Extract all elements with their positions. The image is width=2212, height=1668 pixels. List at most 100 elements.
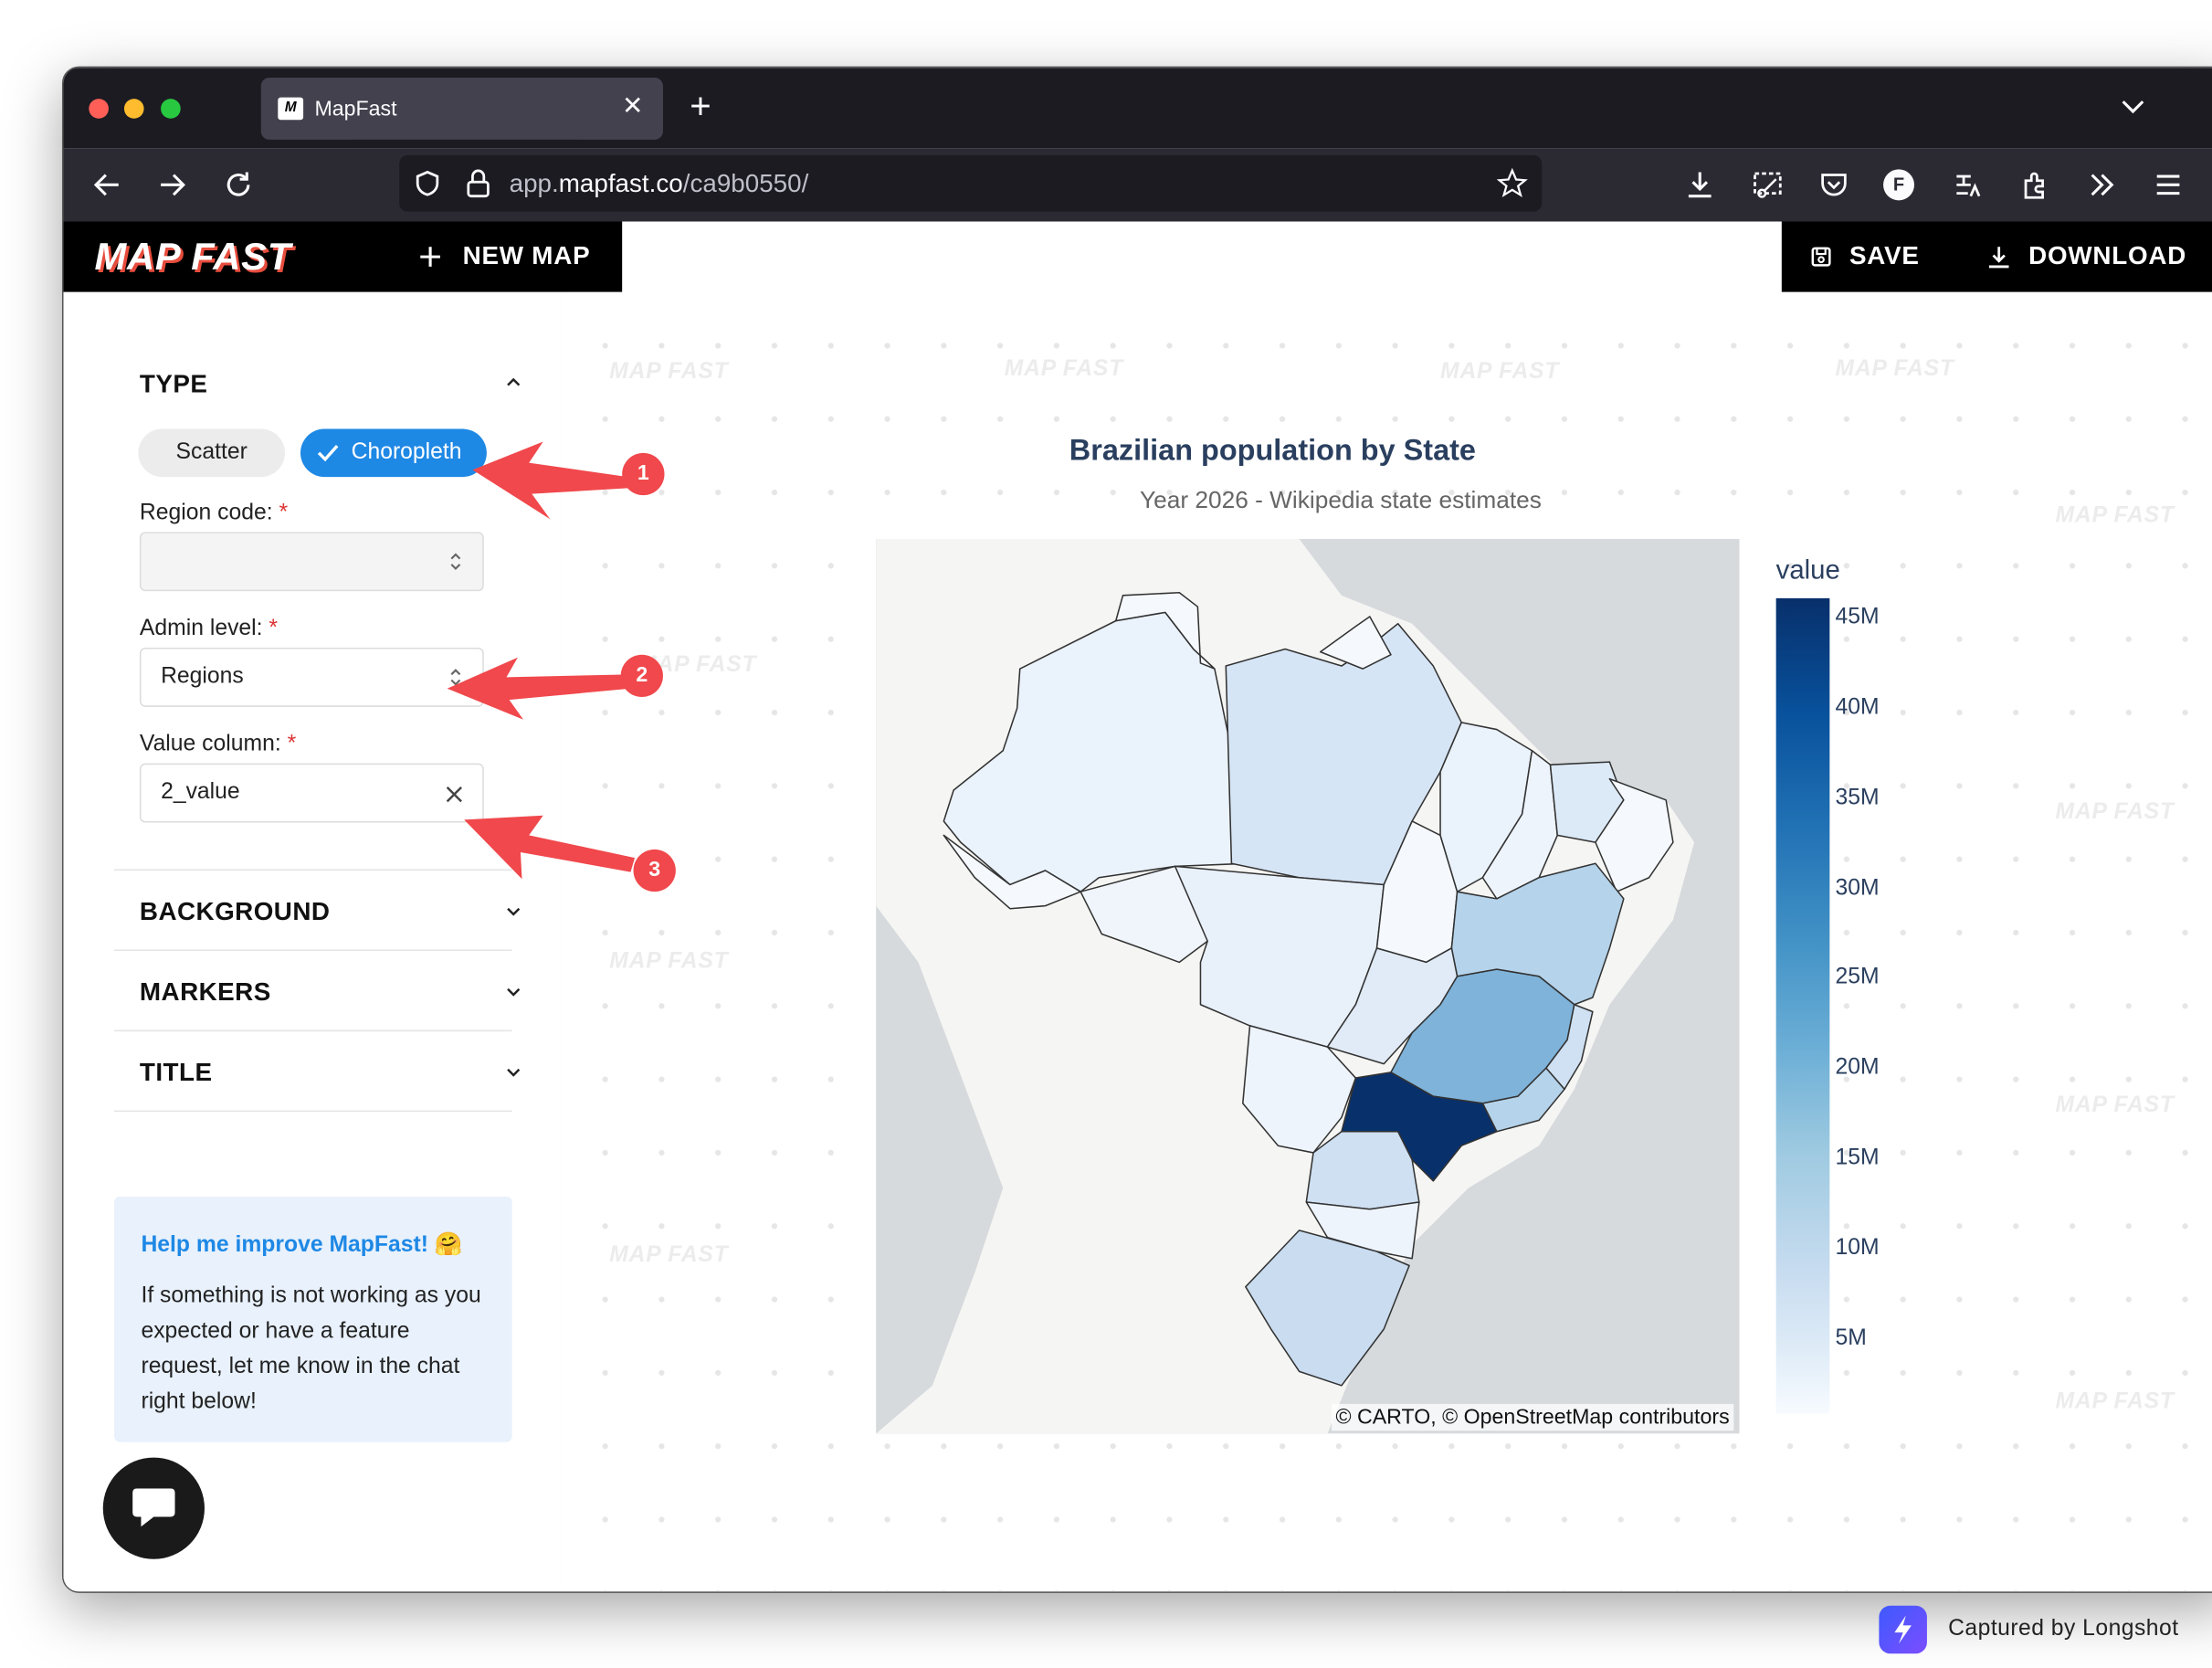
translate-icon[interactable]	[1951, 168, 1985, 202]
header-left: MAP FAST NEW MAP	[63, 221, 623, 292]
address-bar[interactable]: app.mapfast.co/ca9b0550/	[399, 154, 1543, 212]
chevron-down-icon[interactable]	[507, 985, 521, 998]
check-icon	[317, 444, 339, 462]
map-attribution: © CARTO, © OpenStreetMap contributors	[1331, 1403, 1734, 1431]
clear-icon[interactable]	[446, 786, 463, 803]
choropleth-option[interactable]: Choropleth	[300, 428, 487, 478]
region-code-select[interactable]	[139, 532, 484, 592]
chevron-up-icon[interactable]	[507, 375, 521, 389]
browser-window: M MapFast ✕ + app.mapfast.co/ca9b0550/	[61, 66, 2212, 1593]
chat-button[interactable]	[102, 1457, 205, 1559]
value-column-label: Value column: *	[139, 732, 297, 756]
minimize-window-button[interactable]	[123, 99, 144, 119]
longshot-logo-icon	[1879, 1605, 1927, 1654]
save-button[interactable]: SAVE	[1849, 241, 1920, 270]
watermark: MAP FAST	[609, 949, 729, 974]
watermark: MAP FAST	[1004, 356, 1123, 382]
browser-tab[interactable]: M MapFast ✕	[260, 77, 663, 140]
annotation-badge-3: 3	[648, 858, 661, 882]
annotation-badge-1: 1	[637, 461, 649, 486]
chevron-down-icon[interactable]	[507, 904, 521, 918]
colorbar-title: value	[1775, 555, 1840, 586]
plus-icon	[420, 247, 440, 267]
close-icon[interactable]: ✕	[622, 91, 644, 121]
map-geometry	[876, 539, 1695, 1434]
state-roraima[interactable]	[1115, 591, 1216, 670]
background-section-title[interactable]: BACKGROUND	[139, 897, 331, 926]
section-divider	[114, 949, 512, 952]
close-window-button[interactable]	[89, 99, 109, 119]
tab-title: MapFast	[314, 97, 397, 121]
new-map-button[interactable]: NEW MAP	[462, 241, 591, 270]
download-icon[interactable]	[1683, 168, 1717, 202]
watermark: MAP FAST	[1835, 356, 1954, 382]
back-arrow-icon[interactable]	[90, 168, 124, 202]
colorbar-tick: 25M	[1835, 965, 1880, 989]
download-icon	[1988, 247, 2009, 269]
admin-level-label: Admin level: *	[139, 616, 279, 641]
screenshot-icon[interactable]	[1751, 168, 1785, 202]
help-body: If something is not working as you expec…	[141, 1283, 481, 1414]
menu-icon[interactable]	[2152, 168, 2186, 202]
state-acre[interactable]	[943, 834, 1081, 910]
download-button[interactable]: DOWNLOAD	[2028, 241, 2187, 270]
title-section-title[interactable]: TITLE	[139, 1058, 213, 1087]
section-divider	[114, 869, 512, 871]
capture-text: Captured by Longshot	[1948, 1617, 2179, 1642]
type-section-title[interactable]: TYPE	[139, 369, 208, 398]
choropleth-map[interactable]: © CARTO, © OpenStreetMap contributors	[876, 539, 1740, 1434]
map-title: Brazilian population by State	[1069, 434, 1476, 468]
app-header: MAP FAST NEW MAP SAVE DOWNLOAD	[63, 221, 2212, 292]
app-logo[interactable]: MAP FAST	[94, 235, 291, 279]
chevron-down-icon[interactable]	[2121, 93, 2146, 119]
watermark: MAP FAST	[609, 359, 729, 385]
pocket-icon[interactable]	[1817, 168, 1850, 202]
map-subtitle: Year 2026 - Wikipedia state estimates	[1140, 486, 1542, 514]
state-amapa[interactable]	[1319, 616, 1392, 670]
chevron-down-icon[interactable]	[507, 1065, 521, 1079]
admin-level-value: Regions	[161, 664, 244, 689]
watermark: MAP FAST	[2055, 799, 2175, 825]
colorbar-tick: 45M	[1835, 605, 1880, 629]
colorbar-tick: 5M	[1835, 1325, 1867, 1351]
pacific-ocean	[876, 905, 1004, 1434]
scatter-option[interactable]: Scatter	[138, 428, 286, 478]
lock-icon[interactable]	[464, 168, 492, 199]
colorbar-tick: 20M	[1835, 1055, 1880, 1080]
mapfast-favicon-icon: M	[278, 97, 304, 121]
value-column-value: 2_value	[161, 780, 240, 805]
reload-icon[interactable]	[222, 168, 256, 202]
plus-icon[interactable]: +	[690, 84, 711, 128]
help-title: Help me improve MapFast! 🤗	[141, 1232, 463, 1258]
star-icon[interactable]	[1496, 167, 1528, 199]
header-right: SAVE DOWNLOAD	[1781, 221, 2212, 292]
updown-chevron-icon	[450, 553, 461, 571]
state-rio-grande-do-sul[interactable]	[1245, 1230, 1410, 1387]
region-code-label: Region code: *	[139, 501, 289, 525]
overflow-icon[interactable]	[2085, 168, 2119, 202]
save-icon	[1811, 247, 1831, 267]
colorbar-tick: 15M	[1835, 1145, 1880, 1170]
value-column-select[interactable]: 2_value	[139, 763, 484, 823]
shield-icon[interactable]	[414, 169, 442, 197]
admin-level-select[interactable]: Regions	[139, 647, 484, 707]
extensions-icon[interactable]	[2018, 168, 2052, 202]
watermark: MAP FAST	[609, 1242, 729, 1268]
colorbar-tick: 35M	[1835, 786, 1880, 810]
tab-bar: M MapFast ✕ +	[63, 68, 2212, 149]
watermark: MAP FAST	[2055, 1093, 2175, 1118]
state-nordeste-coast[interactable]	[1595, 777, 1674, 892]
state-mato-grosso-do-sul[interactable]	[1242, 1025, 1357, 1154]
chat-icon	[132, 1488, 175, 1527]
section-divider	[114, 1110, 512, 1113]
forward-arrow-icon[interactable]	[155, 168, 189, 202]
url-text[interactable]: app.mapfast.co/ca9b0550/	[509, 169, 809, 198]
watermark: MAP FAST	[637, 653, 757, 678]
maximize-window-button[interactable]	[161, 99, 181, 119]
annotation-badge-2: 2	[636, 662, 648, 688]
watermark: MAP FAST	[1440, 359, 1560, 385]
choropleth-label: Choropleth	[351, 439, 462, 465]
markers-section-title[interactable]: MARKERS	[139, 977, 271, 1007]
profile-icon[interactable]: F	[1883, 169, 1915, 201]
help-box: Help me improve MapFast! 🤗 If something …	[114, 1196, 512, 1442]
